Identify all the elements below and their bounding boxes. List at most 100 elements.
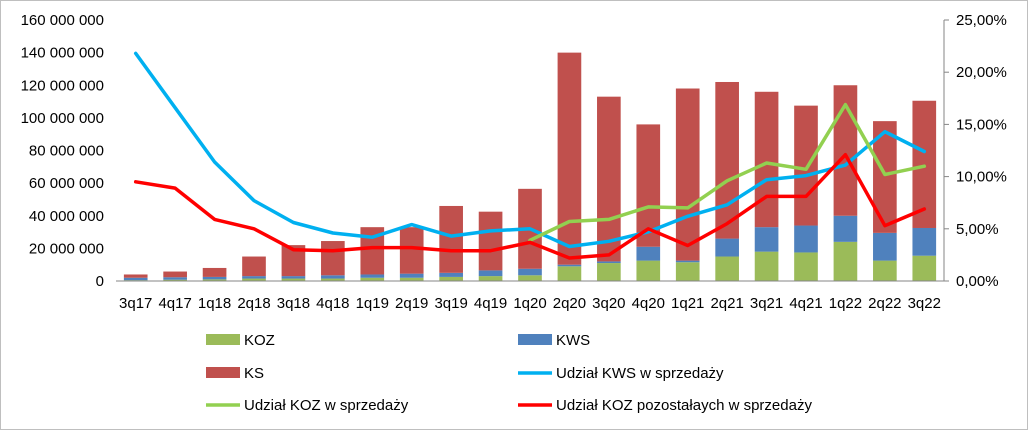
bar-ks-1q18 [202, 267, 227, 277]
y-right-tick-label: 5,00% [956, 221, 999, 238]
bar-kws-2q21 [715, 238, 739, 257]
bar-koz-2q22 [873, 260, 897, 281]
bar-ks-4q17 [163, 271, 187, 278]
bar-kws-4q21 [794, 225, 818, 253]
legend-label: KOZ [244, 332, 275, 349]
bar-ks-3q20 [597, 96, 621, 262]
bar-koz-4q18 [321, 278, 345, 281]
x-tick-label-2q22: 2q22 [868, 295, 901, 312]
x-tick-label-2q20: 2q20 [553, 295, 586, 312]
legend-label: Udział KOZ w sprzedaży [244, 397, 409, 414]
bar-koz-4q21 [794, 252, 818, 281]
bar-kws-1q20 [518, 268, 542, 276]
x-tick-label-4q20: 4q20 [632, 295, 665, 312]
bar-koz-1q18 [202, 279, 227, 281]
bar-kws-3q17 [123, 277, 148, 281]
bar-ks-2q18 [242, 256, 266, 277]
bar-kws-4q18 [321, 275, 345, 279]
bar-koz-4q20 [636, 260, 661, 281]
x-tick-label-3q21: 3q21 [750, 295, 783, 312]
bar-ks-4q21 [794, 105, 818, 226]
bar-koz-2q20 [557, 266, 582, 281]
y-left-tick-label: 60 000 000 [29, 175, 104, 192]
y-left-tick-label: 0 [96, 273, 104, 290]
bar-series [123, 52, 937, 281]
x-tick-label-3q18: 3q18 [277, 295, 310, 312]
x-tick-label-3q20: 3q20 [592, 295, 625, 312]
y-left-tick-label: 20 000 000 [29, 240, 104, 257]
bar-koz-4q19 [478, 276, 503, 281]
line-udział-kws-w-sprzedaży [133, 51, 927, 249]
y-right-tick-label: 15,00% [956, 116, 1007, 133]
bar-kws-4q20 [636, 246, 661, 261]
y-right-tick-label: 25,00% [956, 12, 1007, 29]
bar-ks-1q19 [360, 227, 385, 275]
x-tick-label-2q21: 2q21 [710, 295, 743, 312]
y-left-tick-label: 80 000 000 [29, 143, 104, 160]
bar-koz-3q21 [754, 251, 779, 281]
line-udział-koz-w-sprzedaży [528, 102, 927, 243]
bar-koz-1q20 [518, 275, 542, 281]
y-left-axis-ticks: 0 20 000 000 40 000 000 60 000 000 80 000 00… [21, 12, 104, 290]
axes [116, 20, 945, 282]
legend-swatch-ks [206, 367, 240, 378]
bar-kws-3q18 [281, 276, 306, 279]
bar-kws-1q18 [202, 276, 227, 280]
y-right-axis-ticks: 0,00% 5,00% 10,00% 15,00% 20,00% 25,00% [944, 12, 1007, 290]
bar-koz-1q22 [833, 241, 858, 281]
x-tick-label-1q18: 1q18 [198, 295, 231, 312]
legend-swatch-kws [518, 334, 552, 345]
bar-koz-1q19 [360, 277, 385, 281]
y-left-tick-label: 100 000 000 [21, 110, 104, 127]
bar-kws-1q22 [833, 215, 858, 242]
bar-ks-2q19 [399, 227, 424, 274]
y-left-tick-label: 120 000 000 [21, 77, 104, 94]
x-tick-label-4q18: 4q18 [316, 295, 349, 312]
bar-ks-3q19 [439, 205, 463, 273]
bar-kws-2q20 [557, 264, 582, 267]
bar-kws-2q22 [873, 232, 897, 261]
bar-ks-4q20 [636, 124, 661, 247]
legend: KOZ KWS KS Udział KWS w sprzedaży Udział KOZ… [206, 332, 812, 414]
x-tick-label-2q18: 2q18 [237, 295, 270, 312]
bar-koz-3q19 [439, 276, 463, 281]
bar-kws-3q19 [439, 272, 463, 277]
x-tick-label-3q22: 3q22 [908, 295, 941, 312]
bar-kws-2q18 [242, 276, 266, 279]
legend-label: Udział KWS w sprzedaży [556, 365, 724, 382]
bar-kws-3q20 [597, 261, 621, 264]
bar-koz-3q20 [597, 263, 621, 281]
bar-ks-3q22 [912, 100, 937, 228]
legend-label: Udział KOZ pozostałaych w sprzedaży [556, 397, 812, 414]
legend-label: KWS [556, 332, 590, 349]
bar-kws-3q21 [754, 227, 779, 252]
bar-ks-4q18 [321, 241, 345, 276]
bar-koz-3q22 [912, 255, 937, 281]
bar-kws-4q17 [163, 277, 187, 280]
bar-ks-3q17 [123, 274, 148, 278]
y-right-tick-label: 20,00% [956, 64, 1007, 81]
bar-kws-4q19 [478, 270, 503, 277]
y-left-tick-label: 160 000 000 [21, 12, 104, 29]
bar-koz-2q21 [715, 256, 739, 281]
x-tick-label-1q22: 1q22 [829, 295, 862, 312]
bar-ks-2q21 [715, 81, 739, 239]
bar-ks-4q19 [478, 211, 503, 271]
x-tick-label-1q20: 1q20 [513, 295, 546, 312]
bar-kws-1q19 [360, 274, 385, 278]
bar-koz-4q17 [163, 279, 187, 281]
bar-kws-3q22 [912, 227, 937, 256]
x-tick-label-4q19: 4q19 [474, 295, 507, 312]
y-left-tick-label: 40 000 000 [29, 208, 104, 225]
bar-kws-2q19 [399, 273, 424, 278]
y-left-tick-label: 140 000 000 [21, 45, 104, 62]
x-tick-label-1q21: 1q21 [671, 295, 704, 312]
bar-koz-1q21 [675, 262, 700, 281]
bar-koz-3q18 [281, 278, 306, 281]
y-right-tick-label: 10,00% [956, 169, 1007, 186]
x-tick-label-2q19: 2q19 [395, 295, 428, 312]
bar-ks-2q20 [557, 52, 582, 265]
x-tick-label-3q17: 3q17 [119, 295, 152, 312]
legend-swatch-koz [206, 334, 240, 345]
